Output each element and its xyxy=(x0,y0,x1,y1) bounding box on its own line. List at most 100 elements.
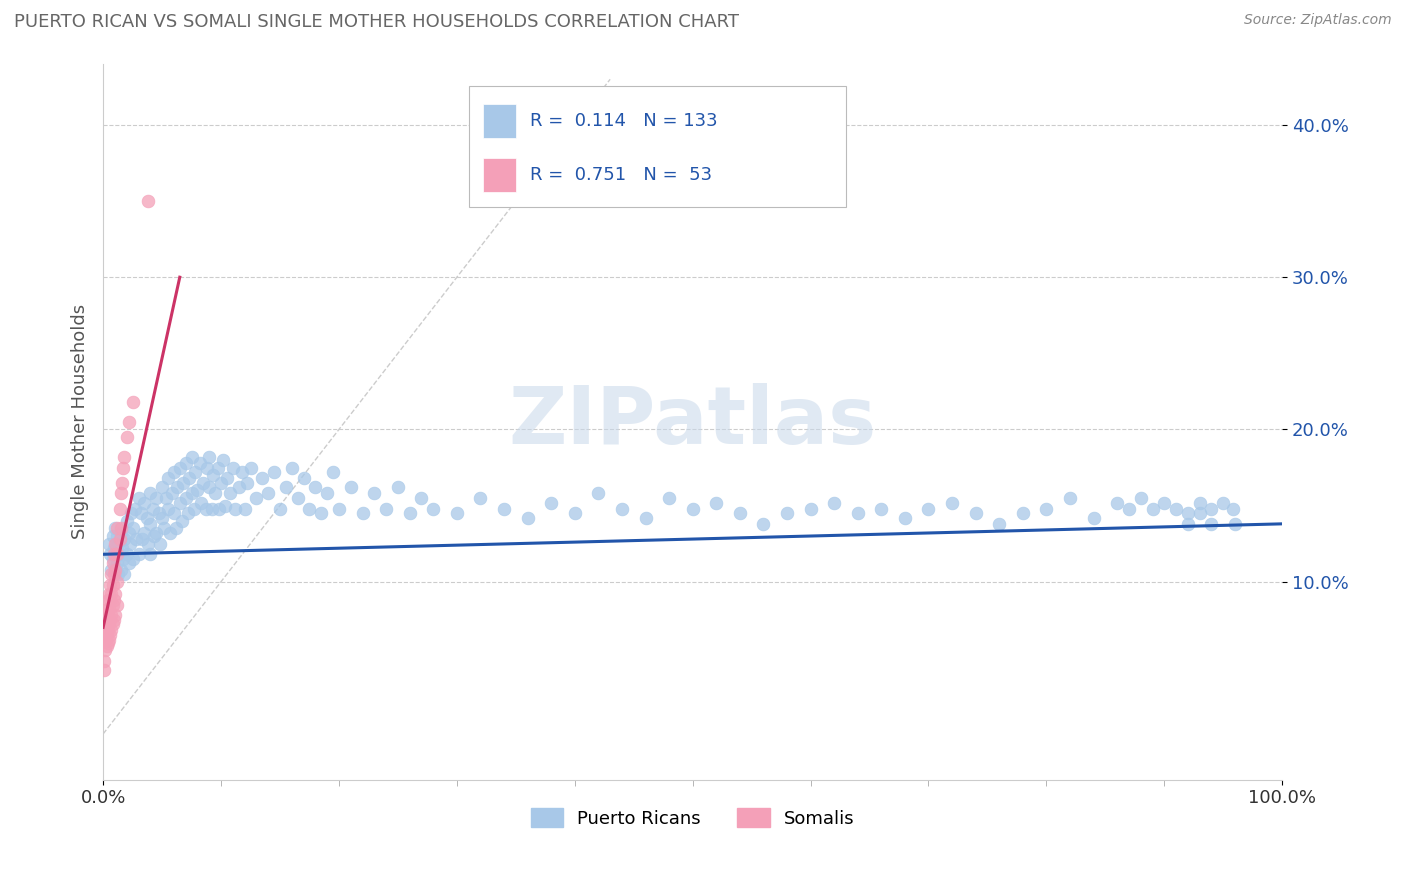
Point xyxy=(103,547,125,561)
Point xyxy=(1188,506,1211,520)
Point xyxy=(98,593,121,607)
Point xyxy=(1201,516,1223,531)
Point xyxy=(103,613,125,627)
Point xyxy=(128,547,150,561)
Point xyxy=(110,526,132,541)
Point xyxy=(97,608,120,623)
Point xyxy=(492,501,515,516)
Point xyxy=(112,450,135,464)
Point xyxy=(172,475,194,490)
Point xyxy=(112,460,135,475)
FancyBboxPatch shape xyxy=(482,104,516,138)
Point xyxy=(1212,495,1234,509)
Point xyxy=(231,465,253,479)
Point xyxy=(375,501,398,516)
Point xyxy=(239,460,262,475)
Point xyxy=(98,536,121,550)
Point xyxy=(128,491,150,505)
Point xyxy=(98,617,121,632)
Point xyxy=(100,624,122,638)
Point xyxy=(214,499,236,513)
Point xyxy=(169,460,191,475)
Point xyxy=(153,521,176,535)
Point xyxy=(107,567,129,582)
Point xyxy=(941,495,963,509)
Point xyxy=(159,526,181,541)
Text: Source: ZipAtlas.com: Source: ZipAtlas.com xyxy=(1244,13,1392,28)
Point xyxy=(101,552,124,566)
Point xyxy=(186,483,208,498)
Point xyxy=(118,415,141,429)
Point xyxy=(204,486,226,500)
Point xyxy=(139,516,162,531)
Point xyxy=(97,635,120,649)
Point xyxy=(1107,495,1129,509)
Point xyxy=(98,547,121,561)
Point xyxy=(1177,516,1199,531)
Point xyxy=(212,453,235,467)
Text: R =  0.751   N =  53: R = 0.751 N = 53 xyxy=(530,166,711,184)
Point xyxy=(166,480,188,494)
Text: R =  0.114   N = 133: R = 0.114 N = 133 xyxy=(530,112,717,130)
Point xyxy=(115,547,138,561)
Point xyxy=(209,475,232,490)
Point xyxy=(1118,501,1140,516)
Point xyxy=(94,643,117,657)
Point xyxy=(98,587,121,601)
Legend: Puerto Ricans, Somalis: Puerto Ricans, Somalis xyxy=(523,801,862,835)
Point xyxy=(111,541,134,556)
Point xyxy=(165,521,187,535)
Point xyxy=(101,617,124,632)
Point xyxy=(121,552,143,566)
Point xyxy=(139,486,162,500)
Point xyxy=(1201,501,1223,516)
Point xyxy=(292,471,315,485)
Point xyxy=(93,654,115,668)
Point xyxy=(228,480,250,494)
Point xyxy=(103,567,125,582)
Point xyxy=(564,506,586,520)
Point xyxy=(112,532,135,546)
Point xyxy=(1129,491,1152,505)
Point xyxy=(104,562,127,576)
Point xyxy=(103,541,125,556)
Point xyxy=(870,501,893,516)
FancyBboxPatch shape xyxy=(482,158,516,192)
Point xyxy=(118,526,141,541)
Point xyxy=(120,506,142,520)
Point xyxy=(103,593,125,607)
Point xyxy=(98,602,121,616)
Point xyxy=(169,495,191,509)
Point xyxy=(274,480,297,494)
Point xyxy=(894,510,917,524)
Point xyxy=(180,450,202,464)
Point xyxy=(134,526,156,541)
Point xyxy=(105,547,128,561)
Point xyxy=(96,602,118,616)
Point xyxy=(988,516,1011,531)
Point xyxy=(1223,516,1246,531)
Point xyxy=(112,567,135,582)
Point xyxy=(322,465,344,479)
Point xyxy=(101,578,124,592)
Point xyxy=(207,460,229,475)
Point xyxy=(252,471,274,485)
Point xyxy=(108,532,131,546)
Point xyxy=(115,514,138,528)
Point xyxy=(104,587,127,601)
Y-axis label: Single Mother Households: Single Mother Households xyxy=(72,304,89,540)
Point xyxy=(136,194,159,208)
Point xyxy=(316,486,339,500)
Point xyxy=(98,613,121,627)
Point xyxy=(1153,495,1175,509)
Point xyxy=(658,491,681,505)
Point xyxy=(107,536,129,550)
Point xyxy=(112,552,135,566)
Point xyxy=(198,480,221,494)
FancyBboxPatch shape xyxy=(468,86,846,207)
Point xyxy=(470,491,492,505)
Point xyxy=(125,532,148,546)
Point xyxy=(94,632,117,647)
Point xyxy=(328,501,350,516)
Point xyxy=(422,501,444,516)
